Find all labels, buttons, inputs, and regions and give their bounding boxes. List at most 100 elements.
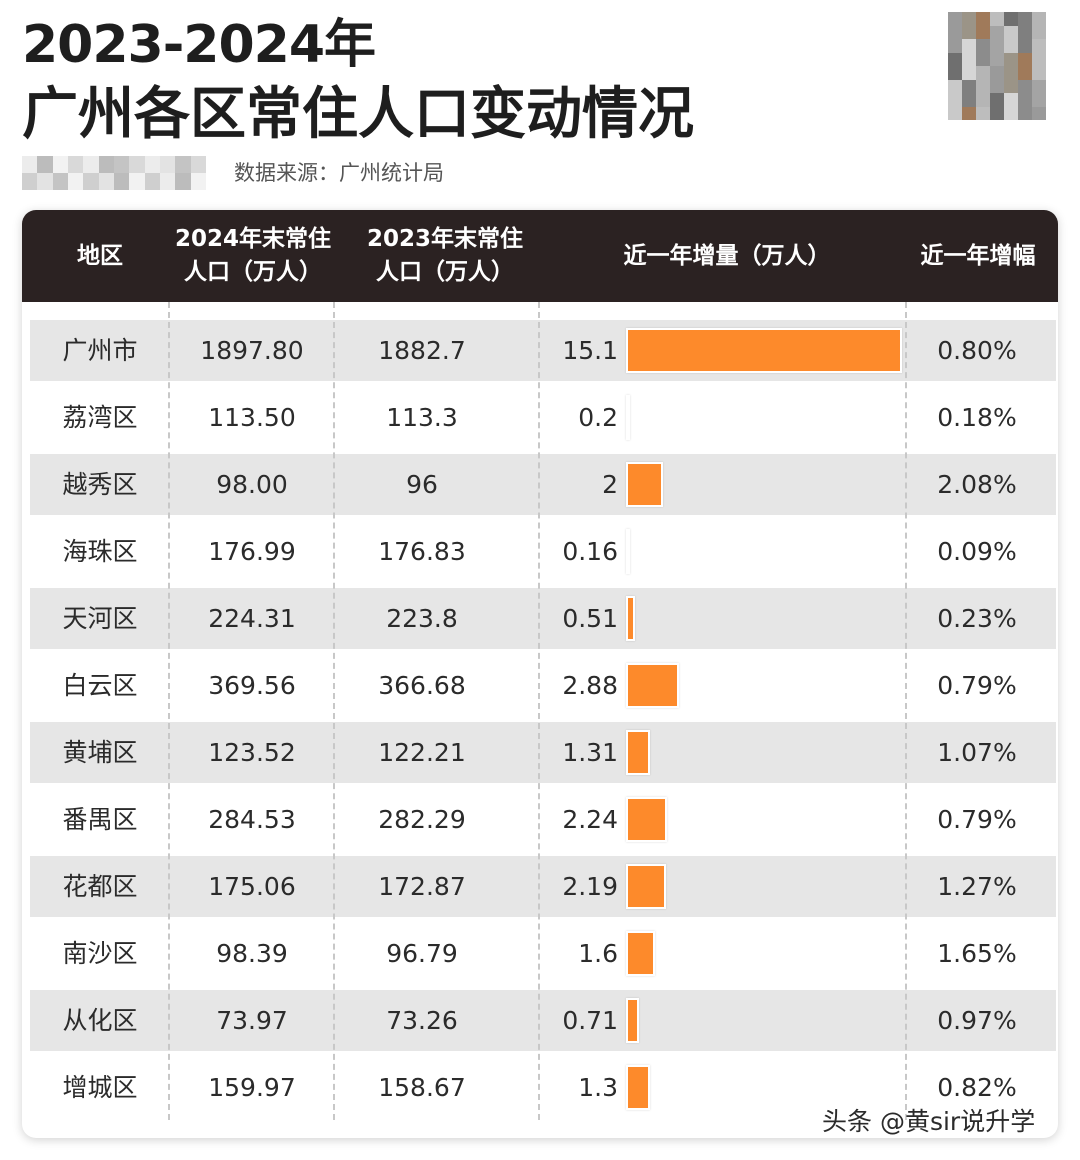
cell-pop-2023: 223.8 [386,604,458,633]
cell-increase: 0.2 [578,403,618,432]
header-pop-2023-line2: 人口（万人） [376,259,514,285]
cell-pop-2024: 73.97 [216,1006,288,1035]
cell-pop-2023: 73.26 [386,1006,458,1035]
table-row: 广州市 1897.80 1882.7 15.1 0.80% [30,320,1056,381]
increase-bar [626,462,663,507]
cell-increase: 1.31 [562,738,618,767]
cell-pop-2023: 113.3 [386,403,458,432]
cell-increase: 2.24 [562,805,618,834]
cell-pop-2024: 98.39 [216,939,288,968]
cell-rate: 0.82% [937,1073,1017,1102]
increase-bar [626,797,667,842]
column-divider [168,302,170,1120]
cell-rate: 0.79% [937,671,1017,700]
cell-pop-2024: 175.06 [208,872,296,901]
column-divider [538,302,540,1120]
watermark: 头条 @黄sir说升学 [822,1107,1036,1136]
increase-bar [626,931,656,976]
increase-bar [626,395,630,440]
cell-rate: 0.18% [937,403,1017,432]
cell-increase: 15.1 [562,336,618,365]
cell-pop-2023: 96 [406,470,438,499]
cell-pop-2023: 96.79 [386,939,458,968]
cell-pop-2024: 1897.80 [200,336,304,365]
cell-pop-2023: 172.87 [378,872,466,901]
cell-pop-2023: 158.67 [378,1073,466,1102]
cell-region: 越秀区 [62,470,138,499]
increase-bar [626,663,679,708]
cell-region: 黄埔区 [62,738,138,767]
header-pop-2024: 2024年末常住 人口（万人） [158,210,348,302]
table-row: 从化区 73.97 73.26 0.71 0.97% [30,990,1056,1051]
header-increase: 近一年增量（万人） [623,242,831,269]
header-pop-2024-line1: 2024年末常住 [174,226,331,252]
cell-rate: 0.80% [937,336,1017,365]
cell-pop-2024: 123.52 [208,738,296,767]
cell-pop-2024: 113.50 [208,403,296,432]
cell-rate: 1.27% [937,872,1017,901]
title-line-2: 广州各区常住人口变动情况 [22,82,694,147]
header-pop-2023-line1: 2023年末常住 [366,226,523,252]
title-line-1: 2023-2024年 [22,15,376,75]
cell-increase: 2.19 [562,872,618,901]
table-row: 天河区 224.31 223.8 0.51 0.23% [30,588,1056,649]
cell-region: 花都区 [62,872,138,901]
table-row: 白云区 369.56 366.68 2.88 0.79% [30,655,1056,716]
cell-region: 广州市 [62,336,138,365]
table-row: 南沙区 98.39 96.79 1.6 1.65% [30,923,1056,984]
table-row: 黄埔区 123.52 122.21 1.31 1.07% [30,722,1056,783]
cell-pop-2024: 176.99 [208,537,296,566]
cell-increase: 1.3 [578,1073,618,1102]
pixelated-qr-code [948,12,1046,120]
increase-bar [626,864,667,909]
cell-region: 南沙区 [62,939,138,968]
cell-pop-2023: 176.83 [378,537,466,566]
cell-pop-2024: 98.00 [216,470,288,499]
cell-region: 荔湾区 [62,403,138,432]
increase-bar [626,730,650,775]
header-rate: 近一年增幅 [920,242,1036,269]
increase-bar [626,328,902,373]
data-source-text: 数据来源：广州统计局 [234,161,444,185]
cell-rate: 2.08% [937,470,1017,499]
cell-pop-2023: 122.21 [378,738,466,767]
table-row: 越秀区 98.00 96 2 2.08% [30,454,1056,515]
cell-increase: 0.16 [562,537,618,566]
cell-pop-2024: 224.31 [208,604,296,633]
cell-pop-2024: 369.56 [208,671,296,700]
increase-bar [626,998,639,1043]
cell-region: 从化区 [62,1006,138,1035]
table-row: 增城区 159.97 158.67 1.3 0.82% [30,1057,1056,1118]
cell-rate: 0.09% [937,537,1017,566]
table-row: 荔湾区 113.50 113.3 0.2 0.18% [30,387,1056,448]
header-pop-2024-line2: 人口（万人） [184,259,322,285]
cell-region: 天河区 [62,604,138,633]
header-region: 地区 [77,242,123,269]
table-row: 番禺区 284.53 282.29 2.24 0.79% [30,789,1056,850]
cell-increase: 2.88 [562,671,618,700]
cell-region: 白云区 [62,671,138,700]
cell-rate: 1.65% [937,939,1017,968]
cell-increase: 0.71 [562,1006,618,1035]
cell-pop-2023: 1882.7 [378,336,466,365]
column-divider [333,302,335,1120]
table-row: 花都区 175.06 172.87 2.19 1.27% [30,856,1056,917]
cell-pop-2024: 159.97 [208,1073,296,1102]
cell-pop-2024: 284.53 [208,805,296,834]
cell-region: 番禺区 [62,805,138,834]
cell-rate: 0.79% [937,805,1017,834]
cell-region: 海珠区 [62,537,138,566]
cell-increase: 0.51 [562,604,618,633]
pixelated-author-text [22,156,206,190]
column-divider [905,302,907,1120]
cell-rate: 0.23% [937,604,1017,633]
table-row: 海珠区 176.99 176.83 0.16 0.09% [30,521,1056,582]
cell-pop-2023: 366.68 [378,671,466,700]
cell-increase: 1.6 [578,939,618,968]
cell-region: 增城区 [62,1073,138,1102]
cell-rate: 1.07% [937,738,1017,767]
cell-rate: 0.97% [937,1006,1017,1035]
header-pop-2023: 2023年末常住 人口（万人） [350,210,540,302]
table-header: 地区 2024年末常住 人口（万人） 2023年末常住 人口（万人） 近一年增量… [22,210,1058,302]
data-table: 地区 2024年末常住 人口（万人） 2023年末常住 人口（万人） 近一年增量… [22,210,1058,1138]
